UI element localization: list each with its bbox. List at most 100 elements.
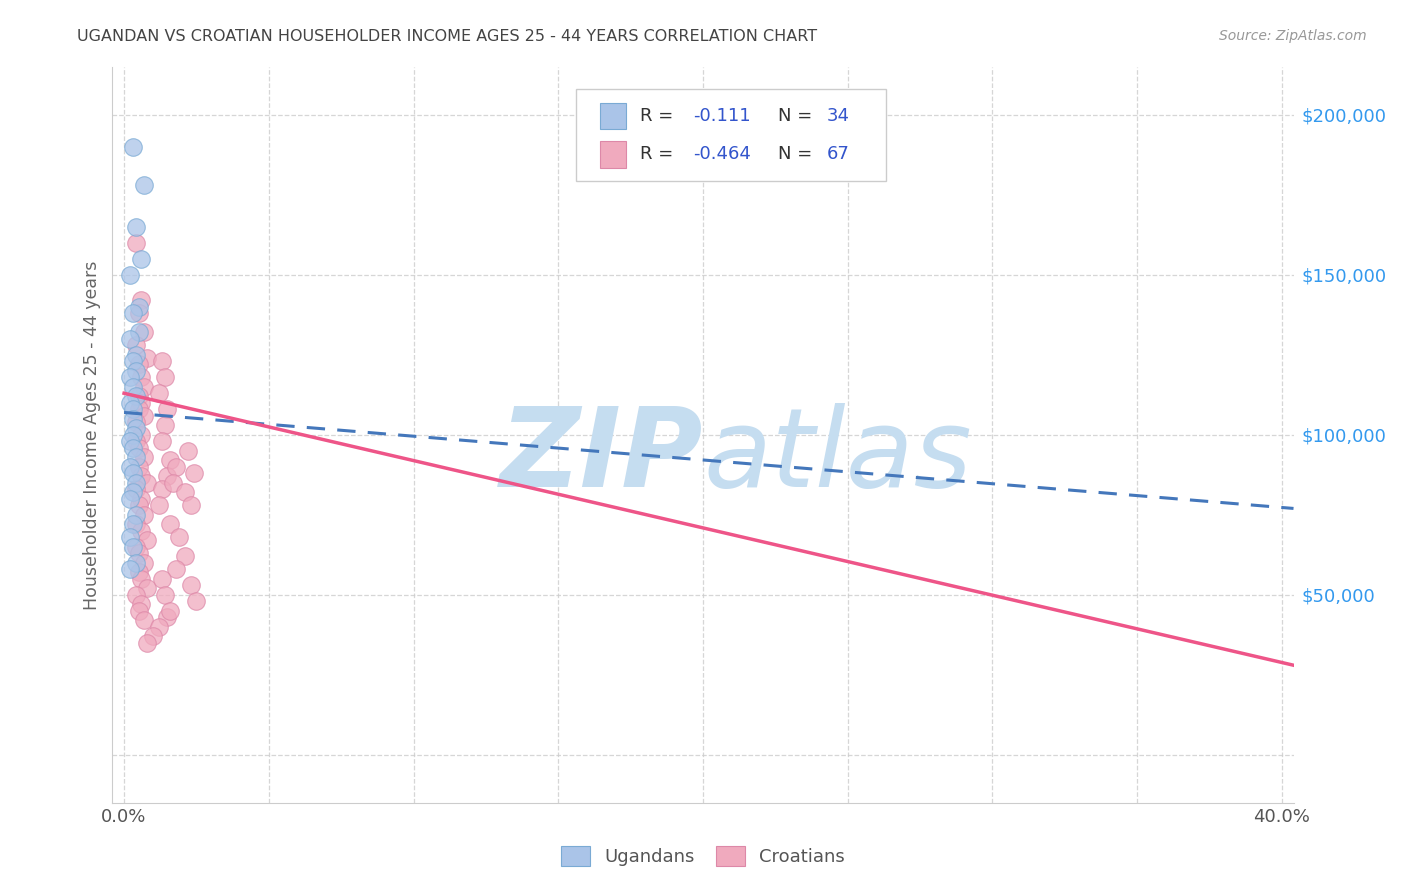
Point [173,549,195,564]
Point [128,498,150,512]
Point [156,469,179,483]
Point [124,389,146,403]
Point [134,409,156,423]
Point [173,485,195,500]
Text: 67: 67 [827,145,849,163]
Point [124,338,146,352]
Point [131,598,153,612]
Point [121,306,143,320]
Point [131,370,153,384]
Point [150,482,173,496]
Text: -0.464: -0.464 [693,145,751,163]
Point [128,566,150,580]
Point [124,475,146,490]
Point [134,556,156,570]
Point [128,358,150,372]
Point [136,636,159,650]
Text: ZIP: ZIP [499,403,703,510]
Point [121,540,143,554]
Point [124,482,146,496]
Point [148,498,170,512]
Point [156,610,179,624]
Point [124,588,146,602]
Point [128,459,150,474]
Point [124,434,146,449]
Point [128,441,150,455]
Point [128,389,150,403]
Point [153,588,176,602]
Text: Source: ZipAtlas.com: Source: ZipAtlas.com [1219,29,1367,43]
Point [131,252,153,266]
Text: N =: N = [778,107,811,125]
Point [124,364,146,378]
Point [118,268,141,282]
Text: N =: N = [778,145,811,163]
Point [121,402,143,417]
Point [128,300,150,314]
Point [165,459,187,474]
Point [159,517,181,532]
Point [134,450,156,465]
Point [150,354,173,368]
Point [136,351,159,365]
Point [118,491,141,506]
Point [118,370,141,384]
Y-axis label: Householder Income Ages 25 - 44 years: Householder Income Ages 25 - 44 years [83,260,101,609]
Point [165,562,187,576]
Point [121,441,143,455]
Point [180,498,202,512]
Point [134,380,156,394]
Point [134,326,156,340]
Point [121,517,143,532]
Point [124,219,146,234]
Point [150,434,173,449]
Point [131,428,153,442]
Point [131,469,153,483]
Point [124,348,146,362]
Point [121,428,143,442]
Text: 34: 34 [827,107,849,125]
Point [124,556,146,570]
Legend: Ugandans, Croatians: Ugandans, Croatians [554,838,852,873]
Point [124,415,146,429]
Text: R =: R = [640,107,673,125]
Point [134,508,156,522]
Text: UGANDAN VS CROATIAN HOUSEHOLDER INCOME AGES 25 - 44 YEARS CORRELATION CHART: UGANDAN VS CROATIAN HOUSEHOLDER INCOME A… [77,29,817,44]
Text: atlas: atlas [703,403,972,510]
Point [153,370,176,384]
Point [128,402,150,417]
Point [124,508,146,522]
Point [124,540,146,554]
Point [153,418,176,433]
Point [186,594,208,608]
Point [121,485,143,500]
Point [118,459,141,474]
Text: R =: R = [640,145,673,163]
Point [131,491,153,506]
Point [128,326,150,340]
Point [136,475,159,490]
Point [159,453,181,467]
Point [118,434,141,449]
Point [134,178,156,193]
Point [156,402,179,417]
Point [150,572,173,586]
Point [131,572,153,586]
Point [183,467,205,481]
Text: -0.111: -0.111 [693,107,751,125]
Point [136,582,159,596]
Point [121,140,143,154]
Point [121,354,143,368]
Point [121,412,143,426]
Point [128,604,150,618]
Point [148,620,170,634]
Point [142,629,165,643]
Point [118,530,141,544]
Point [128,546,150,560]
Point [131,524,153,538]
Point [128,306,150,320]
Point [121,467,143,481]
Point [134,614,156,628]
Point [159,604,181,618]
Point [124,235,146,250]
